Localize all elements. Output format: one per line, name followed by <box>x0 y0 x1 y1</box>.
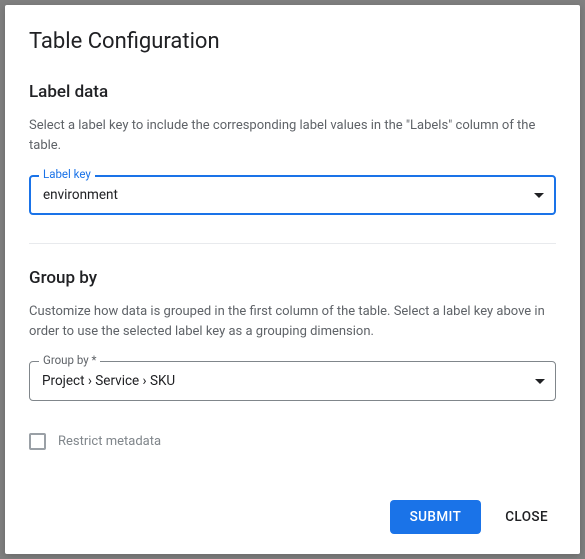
dialog-actions: Submit Close <box>29 500 556 534</box>
group-by-value: Project › Service › SKU <box>42 373 535 389</box>
dropdown-arrow-icon <box>535 379 545 384</box>
submit-button[interactable]: Submit <box>390 500 482 534</box>
dialog-title: Table Configuration <box>29 29 556 54</box>
section-divider <box>29 243 556 244</box>
restrict-metadata-checkbox[interactable] <box>29 433 46 450</box>
group-by-description: Customize how data is grouped in the fir… <box>29 302 556 341</box>
close-button[interactable]: Close <box>497 500 556 534</box>
dropdown-arrow-icon <box>534 193 544 198</box>
label-key-field-label: Label key <box>39 167 95 181</box>
restrict-metadata-row: Restrict metadata <box>29 433 556 450</box>
group-by-heading: Group by <box>29 268 556 288</box>
label-key-select[interactable]: Label key environment <box>29 175 556 215</box>
label-key-value: environment <box>43 187 534 203</box>
restrict-metadata-label: Restrict metadata <box>58 434 161 449</box>
label-data-description: Select a label key to include the corres… <box>29 116 556 155</box>
label-data-heading: Label data <box>29 82 556 102</box>
group-by-select[interactable]: Group by * Project › Service › SKU <box>29 361 556 401</box>
group-by-field-label: Group by * <box>39 353 100 367</box>
table-configuration-dialog: Table Configuration Label data Select a … <box>5 5 580 554</box>
